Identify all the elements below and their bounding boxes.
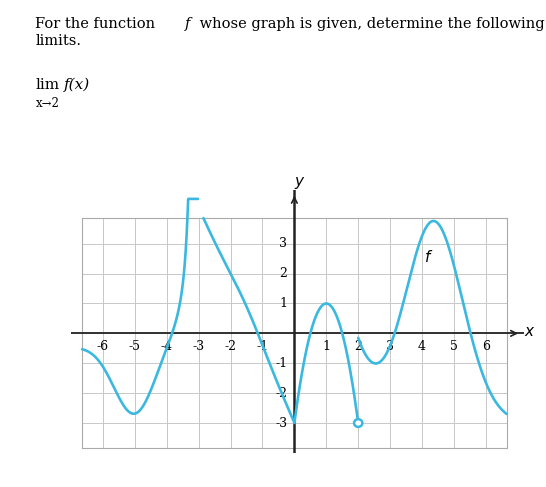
Text: 6: 6 [482, 340, 490, 353]
Text: 4: 4 [418, 340, 426, 353]
Text: f(x): f(x) [64, 78, 91, 93]
Text: $y$: $y$ [294, 175, 306, 191]
Text: For the function: For the function [35, 17, 160, 31]
Text: 2: 2 [354, 340, 362, 353]
Text: -2: -2 [275, 387, 287, 400]
Text: -1: -1 [275, 357, 287, 370]
Text: 2: 2 [280, 267, 287, 280]
Text: 3: 3 [386, 340, 394, 353]
Text: -1: -1 [257, 340, 269, 353]
Text: x→2: x→2 [35, 97, 60, 111]
Text: lim: lim [35, 78, 60, 92]
Text: -3: -3 [193, 340, 205, 353]
Text: -6: -6 [97, 340, 109, 353]
Text: $f$: $f$ [424, 249, 433, 264]
Circle shape [354, 419, 363, 427]
Text: whose graph is given, determine the following: whose graph is given, determine the foll… [195, 17, 545, 31]
Text: 1: 1 [322, 340, 330, 353]
Text: 1: 1 [280, 297, 287, 310]
Text: f: f [185, 17, 190, 31]
Text: 3: 3 [280, 237, 287, 250]
Text: 5: 5 [450, 340, 458, 353]
Text: $x$: $x$ [524, 325, 536, 339]
Text: -2: -2 [224, 340, 236, 353]
Text: -3: -3 [275, 416, 287, 430]
Text: -5: -5 [129, 340, 141, 353]
Text: limits.: limits. [35, 34, 81, 48]
Text: -4: -4 [161, 340, 173, 353]
